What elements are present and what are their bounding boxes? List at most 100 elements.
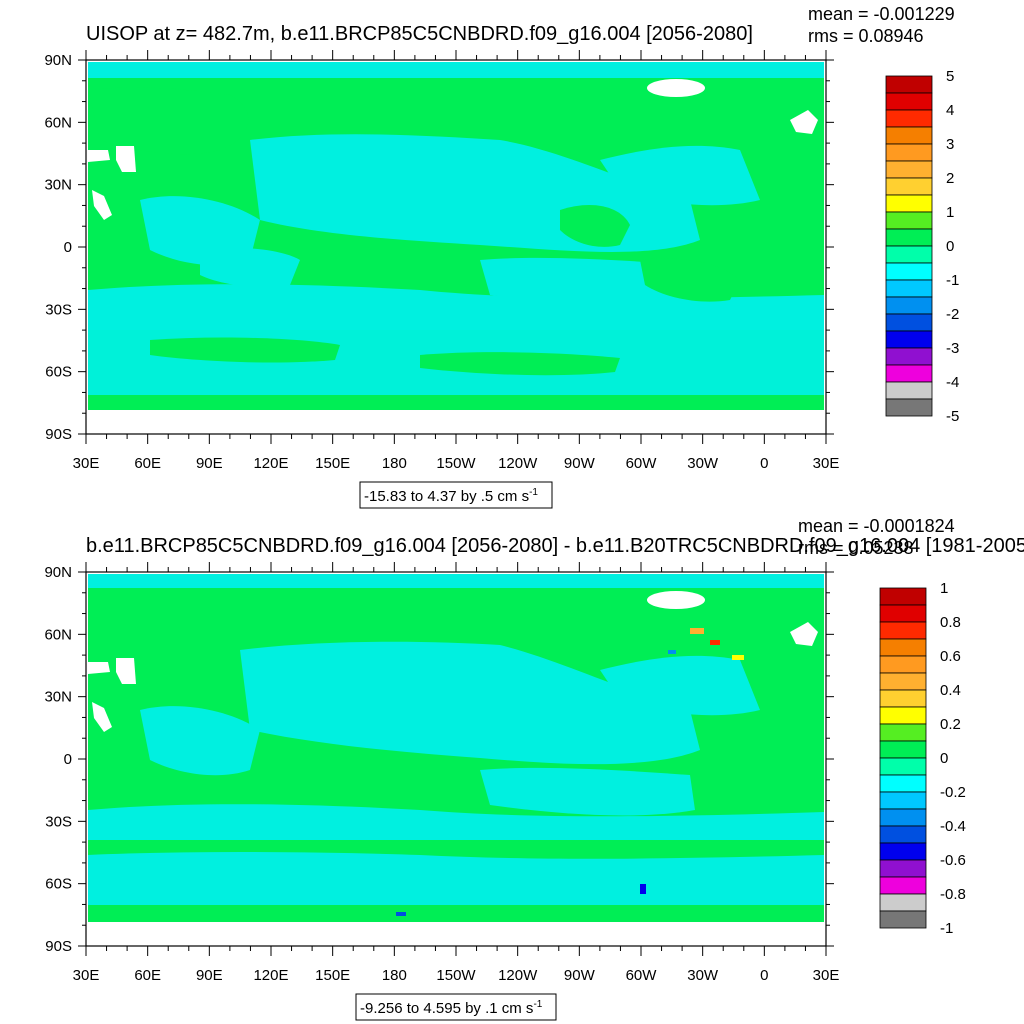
colorbar-box <box>879 774 927 793</box>
panel-1-map <box>88 62 824 410</box>
colorbar-box <box>885 330 933 349</box>
colorbar-box <box>879 808 927 827</box>
panel-2-rms: rms = 0.05238 <box>798 538 914 558</box>
colorbar-label: 0 <box>946 238 954 255</box>
lat-label: 60N <box>44 114 72 131</box>
lat-label: 30N <box>44 689 72 706</box>
colorbar-box <box>879 672 927 691</box>
lon-label: 120E <box>253 967 288 984</box>
lon-label: 0 <box>760 967 768 984</box>
lon-label: 120W <box>498 967 538 984</box>
colorbar-box <box>885 262 933 281</box>
lon-label: 120E <box>253 455 288 472</box>
map-1-antarctic-missing <box>88 410 824 432</box>
colorbar-label: 0.6 <box>940 648 961 665</box>
colorbar-label: -0.6 <box>940 852 966 869</box>
colorbar-box <box>879 825 927 844</box>
colorbar-box <box>885 313 933 332</box>
colorbar-box <box>879 876 927 895</box>
colorbar-label: -3 <box>946 340 959 357</box>
colorbar-box <box>879 757 927 776</box>
colorbar-label: -1 <box>946 272 959 289</box>
map-1-lat-labels: 90N 60N 30N 0 30S 60S 90S <box>44 52 72 443</box>
colorbar-label: -0.8 <box>940 886 966 903</box>
colorbar-label: -0.4 <box>940 818 966 835</box>
lon-label: 150E <box>315 455 350 472</box>
colorbar-label: -4 <box>946 374 959 391</box>
panel-2-title: b.e11.BRCP85C5CNBDRD.f09_g16.004 [2056-2… <box>86 535 1024 557</box>
lon-label: 30E <box>73 455 100 472</box>
lon-label: 30W <box>687 967 719 984</box>
colorbar-label: 0.8 <box>940 614 961 631</box>
colorbar-box <box>885 177 933 196</box>
map-1-missing-areas <box>88 79 818 220</box>
map-1-land-patches <box>88 87 740 376</box>
colorbar-box <box>885 75 933 94</box>
colorbar-label: 4 <box>946 102 954 119</box>
colorbar-box <box>885 160 933 179</box>
lat-label: 0 <box>64 751 72 768</box>
lat-label: 0 <box>64 239 72 256</box>
panel-1-range-label: -15.83 to 4.37 by .5 cm s-1 <box>364 487 538 505</box>
colorbar-box <box>885 347 933 366</box>
colorbar-label: 1 <box>940 580 948 597</box>
colorbar-label: 0.4 <box>940 682 961 699</box>
colorbar-box <box>885 92 933 111</box>
map-2-ticks <box>78 562 834 956</box>
lon-label: 30E <box>73 967 100 984</box>
colorbar-box <box>879 655 927 674</box>
colorbar-label: 2 <box>946 170 954 187</box>
lon-label: 30E <box>813 967 840 984</box>
colorbar-box <box>879 791 927 810</box>
panel-2-range-label: -9.256 to 4.595 by .1 cm s-1 <box>360 999 543 1017</box>
map-2-lat-labels: 90N 60N 30N 0 30S 60S 90S <box>44 564 72 955</box>
map-2-ocean-regions <box>88 574 824 905</box>
colorbar-label: -0.2 <box>940 784 966 801</box>
colorbar-box <box>885 228 933 247</box>
lat-label: 60S <box>45 364 72 381</box>
colorbar-box <box>885 109 933 128</box>
colorbar-box <box>879 706 927 725</box>
colorbar-box <box>879 723 927 742</box>
panel-1-colorbar <box>885 75 933 417</box>
lon-label: 180 <box>382 455 407 472</box>
map-2-anomaly-spots <box>396 628 744 916</box>
colorbar-label: 0 <box>940 750 948 767</box>
colorbar-label: 0.2 <box>940 716 961 733</box>
panel-2-colorbar-labels: 1 0.8 0.6 0.4 0.2 0 -0.2 -0.4 -0.6 -0.8 -1 <box>940 580 966 937</box>
colorbar-box <box>879 740 927 759</box>
colorbar-box <box>879 842 927 861</box>
colorbar-box <box>885 364 933 383</box>
lat-label: 30S <box>45 813 72 830</box>
colorbar-box <box>885 143 933 162</box>
panel-1-mean: mean = -0.001229 <box>808 4 955 24</box>
colorbar-box <box>885 381 933 400</box>
colorbar-box <box>879 859 927 878</box>
colorbar-label: 1 <box>946 204 954 221</box>
panel-2-map <box>88 574 824 922</box>
lon-label: 180 <box>382 967 407 984</box>
lat-label: 30N <box>44 177 72 194</box>
lon-label: 0 <box>760 455 768 472</box>
lon-label: 60W <box>626 455 658 472</box>
colorbar-label: -2 <box>946 306 959 323</box>
lon-label: 90E <box>196 967 223 984</box>
colorbar-box <box>885 296 933 315</box>
panel-1-title: UISOP at z= 482.7m, b.e11.BRCP85C5CNBDRD… <box>86 23 753 45</box>
lat-label: 90S <box>45 426 72 443</box>
colorbar-label: 3 <box>946 136 954 153</box>
colorbar-box <box>879 893 927 912</box>
lon-label: 90W <box>564 967 596 984</box>
colorbar-box <box>879 638 927 657</box>
lat-label: 90S <box>45 938 72 955</box>
lat-label: 60N <box>44 626 72 643</box>
panel-1-range-box <box>359 481 553 509</box>
lon-label: 150W <box>436 967 476 984</box>
map-2-antarctic-missing <box>88 922 824 944</box>
colorbar-box <box>885 279 933 298</box>
map-1-ticks <box>78 50 834 444</box>
lat-label: 60S <box>45 876 72 893</box>
panel-1-rms: rms = 0.08946 <box>808 26 924 46</box>
lon-label: 60W <box>626 967 658 984</box>
